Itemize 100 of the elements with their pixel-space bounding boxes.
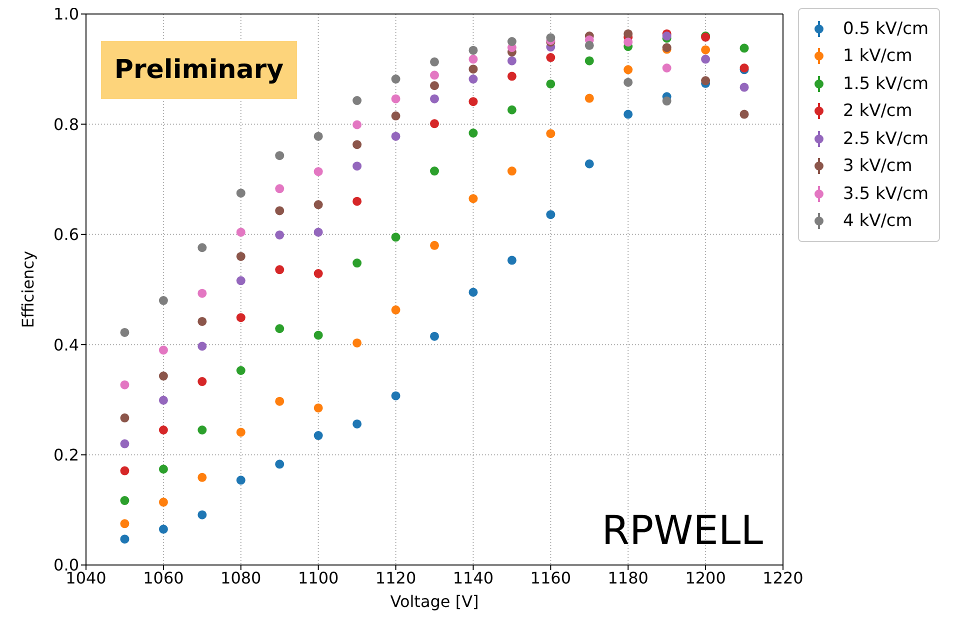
point [430, 332, 439, 341]
y-tick-label: 0.6 [54, 225, 79, 244]
x-tick-label: 1200 [685, 568, 726, 588]
point [468, 194, 478, 204]
point [236, 428, 246, 437]
point [158, 296, 168, 306]
point [546, 79, 556, 88]
point [468, 74, 478, 84]
point [352, 338, 362, 348]
point [468, 288, 478, 297]
point [275, 206, 284, 216]
x-tick-label: 1180 [608, 568, 648, 588]
x-tick-label: 1140 [452, 568, 494, 588]
legend-label: 2 kV/cm [843, 101, 912, 122]
point [624, 65, 633, 74]
point [158, 426, 168, 435]
point [430, 70, 439, 80]
point [120, 466, 130, 476]
point [546, 33, 556, 42]
point [314, 200, 323, 210]
point [391, 94, 400, 104]
point [198, 243, 207, 252]
point [546, 129, 556, 138]
point [352, 120, 362, 130]
point [584, 40, 594, 50]
point [198, 316, 207, 326]
point [158, 346, 168, 355]
point [546, 210, 556, 220]
point [507, 72, 516, 81]
x-tick-label: 1220 [762, 568, 804, 588]
point [158, 464, 168, 474]
point [198, 426, 207, 435]
point [430, 57, 439, 66]
point [701, 54, 710, 64]
x-tick-label: 1120 [375, 568, 416, 588]
point [507, 166, 516, 176]
point [430, 240, 439, 250]
legend-label: 0.5 kV/cm [843, 18, 929, 39]
y-tick-label: 0.8 [54, 114, 79, 134]
point [507, 37, 516, 46]
point [352, 140, 362, 150]
point [236, 228, 246, 237]
point [236, 366, 246, 375]
point [740, 110, 749, 119]
point [662, 96, 672, 106]
point [236, 313, 246, 322]
point [314, 167, 323, 176]
y-tick-label: 0.2 [54, 445, 79, 464]
point [430, 166, 439, 176]
x-tick-label: 1060 [143, 568, 184, 588]
x-tick-label: 1100 [298, 568, 339, 588]
x-tick-label: 1160 [530, 568, 572, 588]
point [314, 132, 323, 141]
point [507, 105, 516, 114]
point [624, 38, 633, 47]
point [391, 74, 400, 84]
point [391, 305, 400, 314]
point [468, 97, 478, 106]
point [198, 472, 207, 482]
point [584, 94, 594, 103]
point [468, 46, 478, 55]
point [120, 496, 130, 506]
point [275, 324, 284, 334]
point [314, 228, 323, 237]
y-axis-title: Efficiency [18, 250, 38, 328]
legend-label: 4 kV/cm [843, 211, 912, 232]
y-tick-label: 1.0 [54, 4, 79, 24]
point [740, 82, 749, 92]
point [507, 56, 516, 66]
point [391, 232, 400, 242]
point [275, 230, 284, 240]
point [275, 151, 284, 160]
point [275, 184, 284, 194]
point [584, 159, 594, 168]
point [236, 276, 246, 286]
annotation: RPWELL [602, 508, 763, 554]
point [624, 110, 633, 119]
x-axis-title: Voltage [V] [390, 592, 479, 611]
point [314, 269, 323, 278]
point [352, 419, 362, 428]
point [624, 78, 633, 87]
point [275, 396, 284, 406]
point [314, 431, 323, 440]
legend-label: 2.5 kV/cm [843, 128, 929, 149]
point [120, 534, 130, 544]
point [468, 64, 478, 74]
point [352, 162, 362, 171]
point [198, 288, 207, 298]
point [236, 476, 246, 485]
legend-label: 3 kV/cm [843, 156, 912, 176]
point [158, 524, 168, 534]
point [701, 76, 710, 86]
point [584, 56, 594, 66]
point [158, 372, 168, 381]
point [275, 460, 284, 469]
point [236, 252, 246, 261]
point [314, 403, 323, 412]
point [468, 128, 478, 138]
point [546, 53, 556, 62]
point [430, 119, 439, 128]
